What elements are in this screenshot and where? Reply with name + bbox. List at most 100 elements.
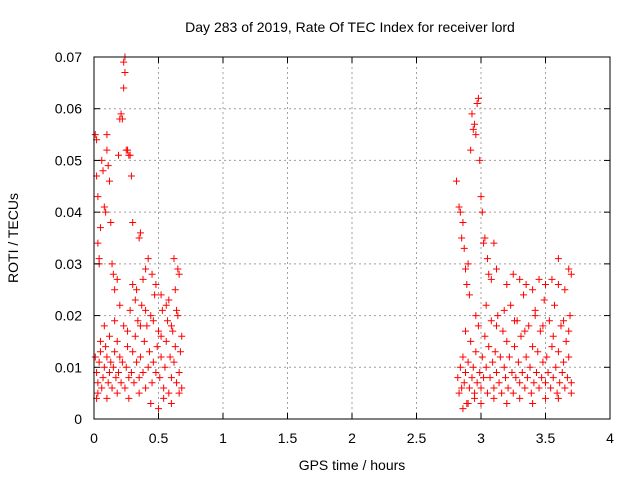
data-point (491, 348, 499, 356)
data-point (166, 353, 174, 361)
data-point (467, 146, 475, 154)
data-point (456, 208, 464, 216)
data-point (165, 296, 173, 304)
y-tick-label: 0.05 (55, 152, 82, 168)
data-point (542, 394, 549, 402)
data-point (144, 255, 152, 263)
x-tick-label: 1 (219, 430, 227, 446)
x-tick-label: 3 (477, 430, 485, 446)
data-point (127, 172, 135, 180)
data-point (157, 332, 165, 340)
data-point (162, 301, 170, 309)
data-point (472, 312, 480, 320)
data-point (134, 317, 142, 325)
data-point (544, 368, 552, 376)
data-point (468, 110, 476, 118)
data-point (96, 224, 104, 232)
data-point (155, 327, 162, 335)
x-axis-label: GPS time / hours (299, 457, 406, 473)
data-point (130, 379, 138, 387)
chart-title: Day 283 of 2019, Rate Of TEC Index for r… (185, 19, 515, 35)
data-point (518, 368, 526, 376)
data-point (553, 389, 561, 397)
data-points (91, 53, 575, 413)
data-point (503, 337, 511, 345)
data-point (509, 270, 517, 278)
data-point (178, 384, 186, 392)
data-point (487, 275, 495, 283)
data-point (511, 317, 519, 325)
data-point (133, 286, 141, 294)
data-point (178, 332, 186, 340)
data-point (144, 363, 152, 371)
data-point (472, 348, 480, 356)
data-point (552, 363, 560, 371)
data-point (136, 322, 144, 330)
data-point (516, 379, 524, 387)
data-point (147, 399, 155, 407)
data-point (534, 348, 542, 356)
data-point (462, 368, 470, 376)
data-point (542, 281, 549, 289)
data-point (458, 234, 466, 242)
data-point (481, 234, 489, 242)
data-point (483, 389, 491, 397)
data-point (567, 379, 575, 387)
data-point (473, 379, 481, 387)
data-point (149, 317, 157, 325)
data-point (161, 363, 169, 371)
data-point (520, 291, 528, 299)
data-point (162, 337, 170, 345)
data-point (531, 312, 539, 320)
data-point (175, 368, 183, 376)
data-point (535, 384, 543, 392)
data-point (561, 286, 569, 294)
data-point (554, 394, 562, 402)
data-point (94, 379, 102, 387)
data-point (127, 368, 135, 376)
data-point (548, 275, 556, 283)
data-point (476, 368, 484, 376)
data-point (131, 296, 139, 304)
data-point (121, 69, 129, 77)
data-point (113, 389, 121, 397)
data-point (152, 368, 160, 376)
data-point (113, 337, 121, 345)
data-point (98, 384, 106, 392)
data-point (558, 368, 566, 376)
data-point (108, 260, 116, 268)
data-point (165, 389, 173, 397)
data-point (547, 384, 555, 392)
data-point (116, 353, 124, 361)
data-point (551, 301, 559, 309)
data-point (499, 327, 507, 335)
x-tick-label: 2 (348, 430, 356, 446)
data-point (469, 125, 477, 133)
data-point (115, 151, 123, 159)
data-point (167, 374, 175, 382)
data-point (129, 218, 137, 226)
data-point (549, 374, 557, 382)
data-point (139, 368, 147, 376)
data-point (153, 343, 161, 351)
data-point (100, 203, 108, 211)
data-point (563, 374, 571, 382)
data-point (96, 348, 104, 356)
data-point (460, 379, 468, 387)
data-point (460, 244, 468, 252)
data-point (521, 327, 529, 335)
data-point (160, 394, 168, 402)
data-point (464, 260, 472, 268)
data-point (176, 348, 184, 356)
data-point (509, 389, 517, 397)
data-point (566, 312, 574, 320)
data-point (173, 379, 181, 387)
data-point (99, 374, 107, 382)
data-point (492, 322, 500, 330)
data-point (557, 322, 565, 330)
data-point (538, 374, 546, 382)
data-point (122, 363, 130, 371)
data-point (135, 234, 143, 242)
data-point (485, 343, 493, 351)
